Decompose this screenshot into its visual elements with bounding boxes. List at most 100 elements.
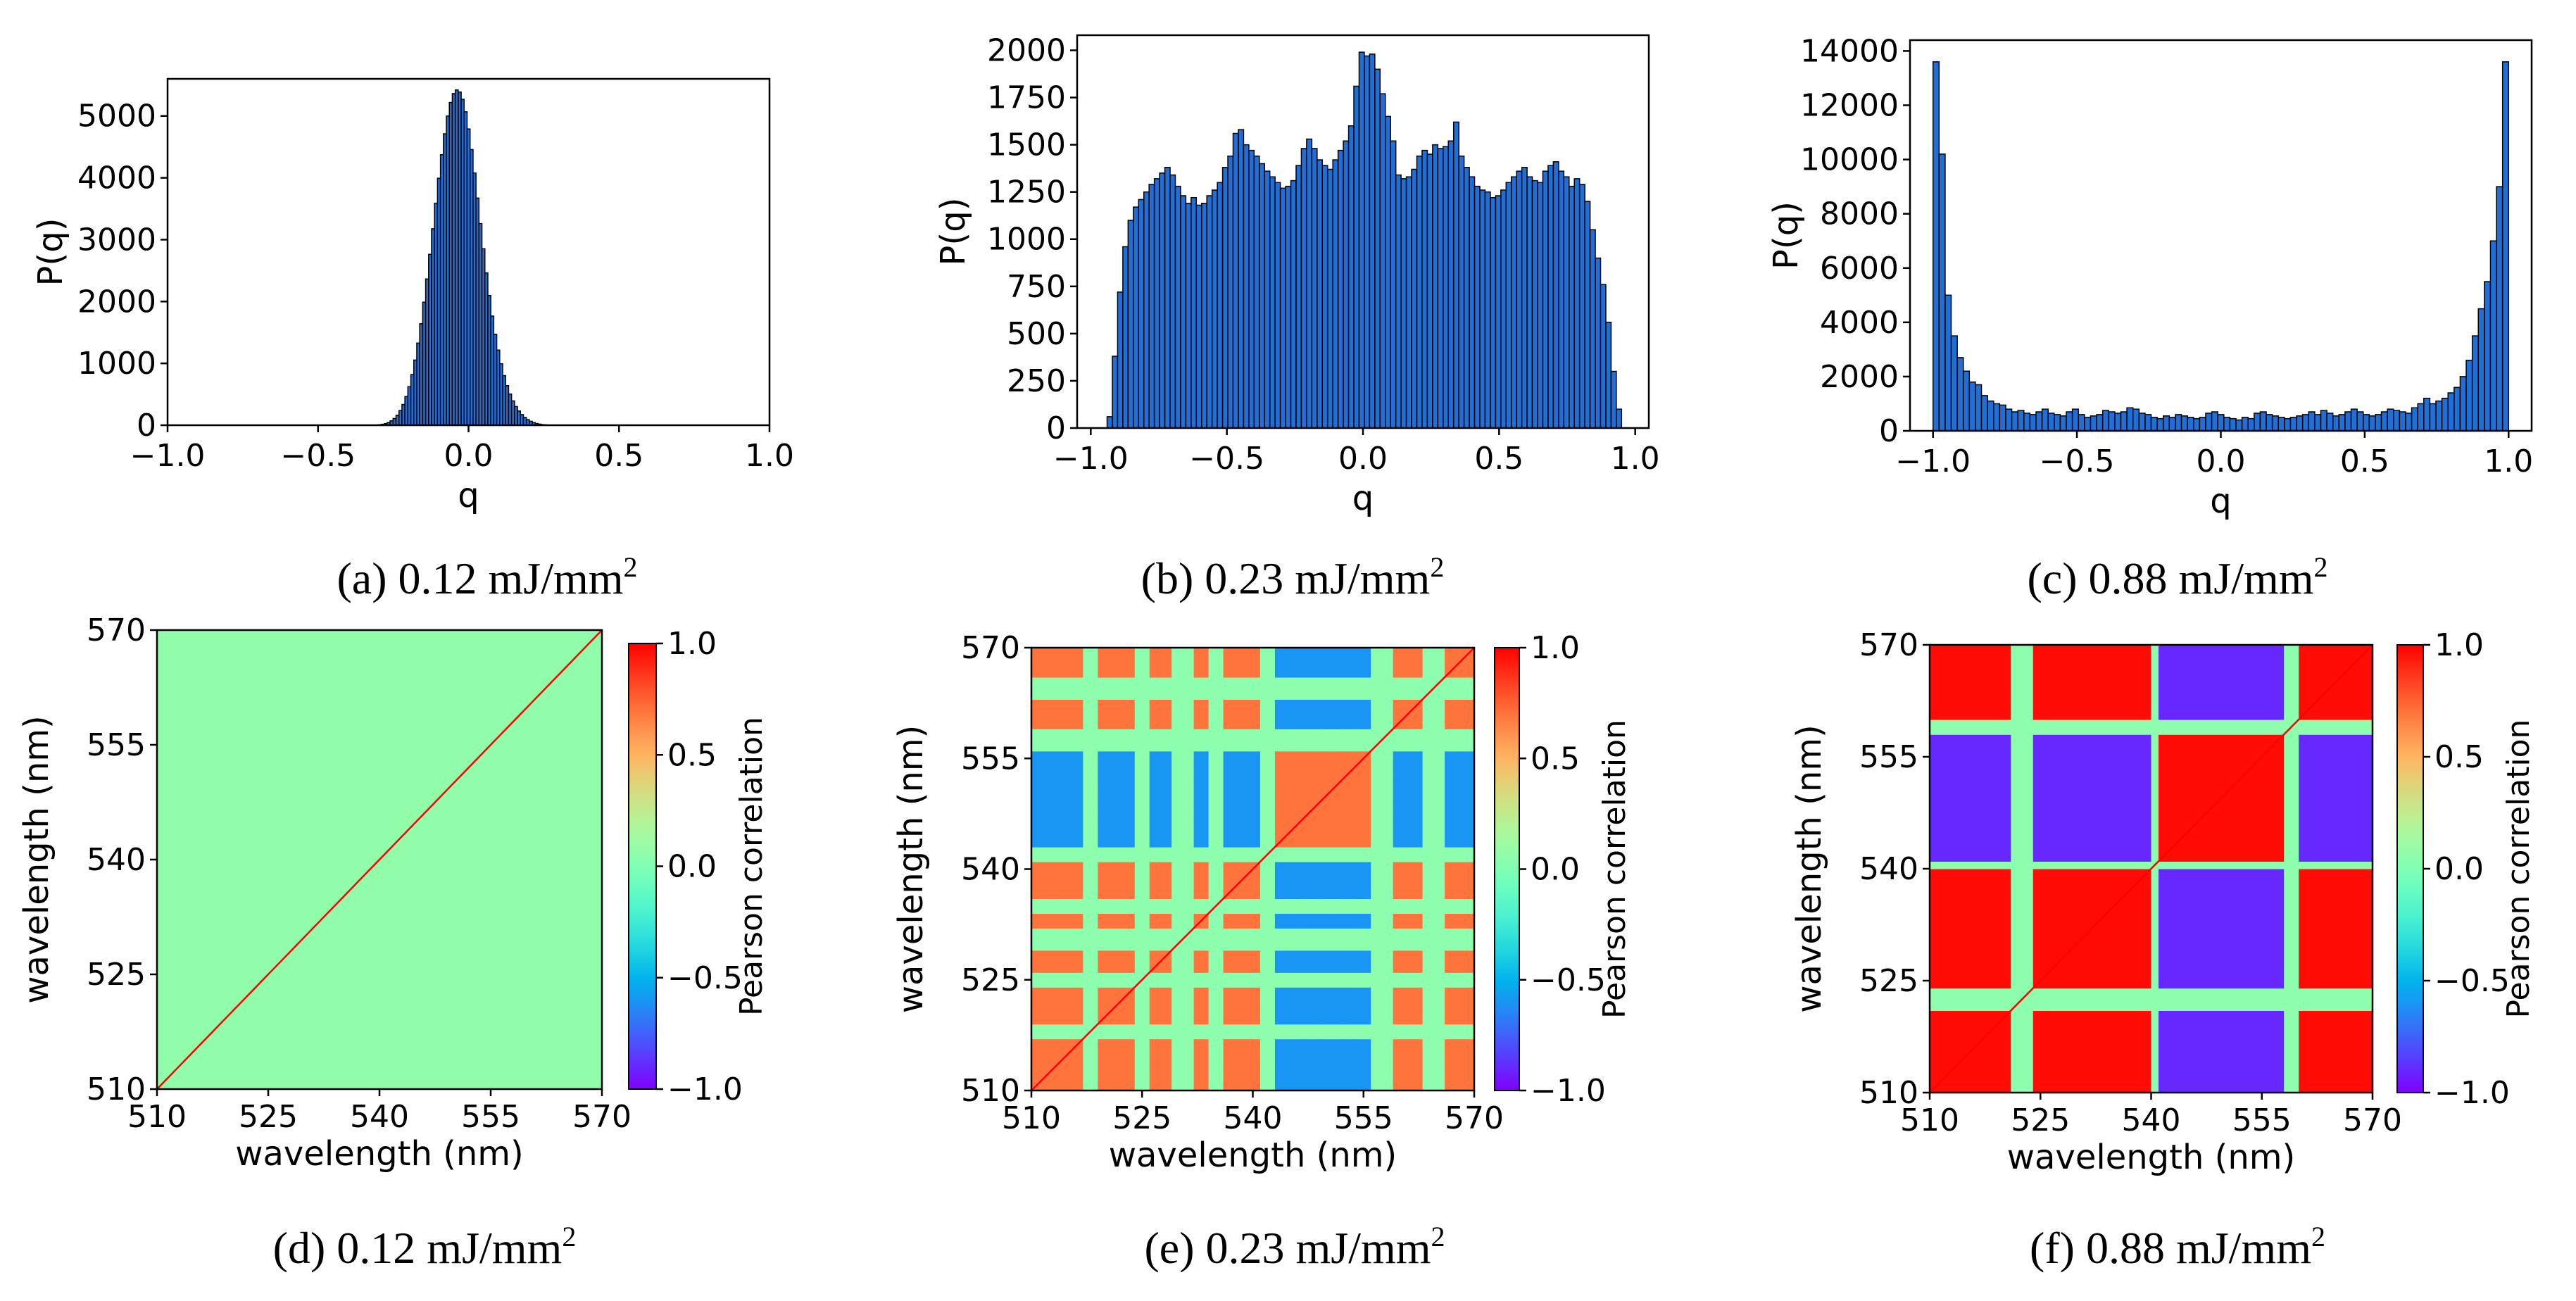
heatmap-cell bbox=[1274, 1038, 1305, 1069]
histogram-bar bbox=[2447, 392, 2455, 432]
heatmap-cell bbox=[1098, 898, 1136, 914]
histogram-bar bbox=[2332, 415, 2340, 432]
heatmap-cell bbox=[1319, 847, 1342, 862]
x-tick-label: 540 bbox=[350, 1099, 409, 1135]
heatmap-cell bbox=[1083, 817, 1098, 848]
heatmap-cell bbox=[2047, 988, 2152, 1011]
colorbar bbox=[2396, 644, 2424, 1093]
heatmap-cell bbox=[1356, 677, 1371, 700]
y-tick-label: 555 bbox=[87, 727, 146, 763]
heatmap-cell bbox=[1393, 898, 1424, 914]
heatmap-cell bbox=[1149, 847, 1172, 862]
histogram-bar bbox=[1217, 182, 1224, 429]
x-tick-label: 0.0 bbox=[444, 438, 494, 474]
heatmap-cell bbox=[1171, 1024, 1195, 1040]
heatmap-cell bbox=[1134, 928, 1150, 951]
diagonal-line bbox=[1929, 644, 2373, 1093]
histogram-bar bbox=[2284, 417, 2292, 432]
y-tick-label: 525 bbox=[961, 962, 1020, 998]
heatmap-cell bbox=[1031, 847, 1055, 862]
heatmap-cell bbox=[2284, 645, 2299, 720]
colorbar-label: Pearson correlation bbox=[2501, 719, 2537, 1019]
heatmap-cell bbox=[1031, 862, 1055, 900]
heatmap-cell bbox=[2011, 861, 2034, 869]
heatmap-cell bbox=[1445, 898, 1475, 914]
heatmap-cell bbox=[1393, 765, 1424, 781]
histogram-bar bbox=[1542, 170, 1549, 429]
histogram-bar bbox=[2108, 411, 2116, 432]
heatmap-cell bbox=[1031, 699, 1055, 729]
heatmap-cell bbox=[1341, 677, 1357, 700]
heatmap-cell bbox=[2284, 861, 2299, 869]
heatmap-cell bbox=[1445, 750, 1475, 767]
heatmap-cell bbox=[1031, 928, 1055, 951]
heatmap-cell bbox=[1422, 950, 1445, 973]
histogram-bar bbox=[2229, 417, 2237, 432]
heatmap-cell bbox=[1193, 972, 1210, 988]
heatmap-cell bbox=[1083, 847, 1098, 862]
histogram-bar bbox=[2429, 403, 2437, 432]
heatmap-cell bbox=[1304, 847, 1320, 862]
panel-caption: (c) 0.88 mJ/mm2 bbox=[2027, 551, 2327, 603]
heatmap-cell bbox=[1031, 950, 1055, 973]
histogram-bar bbox=[1516, 170, 1523, 429]
histogram-bar bbox=[1153, 178, 1160, 429]
y-tick-label: 525 bbox=[1859, 963, 1918, 999]
heatmap-cell bbox=[1371, 950, 1394, 973]
heatmap-cell bbox=[2011, 719, 2034, 735]
heatmap-cell bbox=[1422, 1068, 1445, 1091]
y-tick-label: 540 bbox=[961, 852, 1020, 888]
histogram-bar bbox=[1321, 165, 1328, 429]
histogram-bar bbox=[2187, 416, 2194, 432]
heatmap-cell bbox=[1319, 1024, 1342, 1040]
histogram-bar bbox=[1390, 140, 1397, 429]
histogram-bar bbox=[2484, 281, 2492, 432]
heatmap-cell bbox=[1274, 750, 1305, 767]
heatmap-cell bbox=[1098, 1038, 1136, 1069]
heatmap-cell bbox=[1031, 750, 1055, 767]
histogram-bar bbox=[1500, 189, 1507, 429]
heatmap-cell bbox=[1083, 913, 1098, 929]
heatmap-cell bbox=[1134, 1038, 1150, 1069]
heatmap-cell bbox=[1371, 780, 1394, 803]
heatmap-cell bbox=[1149, 972, 1172, 988]
heatmap-cell bbox=[1083, 765, 1098, 781]
heatmap-cell bbox=[2151, 1010, 2159, 1093]
histogram-bar bbox=[2066, 411, 2073, 432]
heatmap-cell bbox=[1304, 729, 1320, 752]
x-tick-label: −0.5 bbox=[280, 438, 356, 474]
heatmap-cell bbox=[1053, 898, 1083, 914]
heatmap-cell bbox=[1304, 817, 1320, 848]
heatmap-cell bbox=[1171, 1068, 1195, 1091]
heatmap-cell bbox=[1304, 780, 1320, 803]
heatmap-cell bbox=[1193, 677, 1210, 700]
heatmap-cell bbox=[1445, 803, 1475, 818]
heatmap-cell bbox=[2047, 719, 2152, 735]
histogram-bar bbox=[1558, 170, 1565, 429]
heatmap-cell bbox=[1930, 734, 2011, 862]
x-tick-label: 570 bbox=[2343, 1102, 2402, 1138]
heatmap-cell bbox=[1208, 1038, 1224, 1069]
histogram-panel-b: −1.0 −0.5 0.0 0.5 1.0 0 250 500 750 1000 1250 1500 1… bbox=[934, 32, 1660, 518]
y-tick-label: 570 bbox=[1859, 627, 1918, 663]
heatmap-cell bbox=[1259, 1038, 1276, 1069]
heatmap-cell bbox=[1445, 1038, 1475, 1069]
heatmap-cell bbox=[1341, 750, 1357, 767]
heatmap-cell bbox=[1193, 817, 1210, 848]
heatmap-cell bbox=[1193, 928, 1210, 951]
heatmap-cell bbox=[2011, 645, 2034, 720]
heatmap-cell bbox=[1208, 972, 1224, 988]
colorbar-tick-label: 0.0 bbox=[2434, 851, 2484, 887]
y-tick-label: 6000 bbox=[1820, 251, 1899, 287]
heatmap-cell bbox=[1422, 765, 1445, 781]
heatmap-cell bbox=[1149, 1024, 1172, 1040]
heatmap-cell bbox=[2299, 988, 2373, 1011]
heatmap-cell bbox=[1274, 780, 1305, 803]
heatmap-cell bbox=[1208, 803, 1224, 818]
heatmap-cell bbox=[1208, 677, 1224, 700]
histogram-bar bbox=[1337, 149, 1344, 429]
heatmap-cell bbox=[1259, 1068, 1276, 1091]
heatmap-cell bbox=[1341, 847, 1357, 862]
y-tick-label: 0 bbox=[137, 408, 156, 444]
heatmap-cell bbox=[1134, 817, 1150, 848]
